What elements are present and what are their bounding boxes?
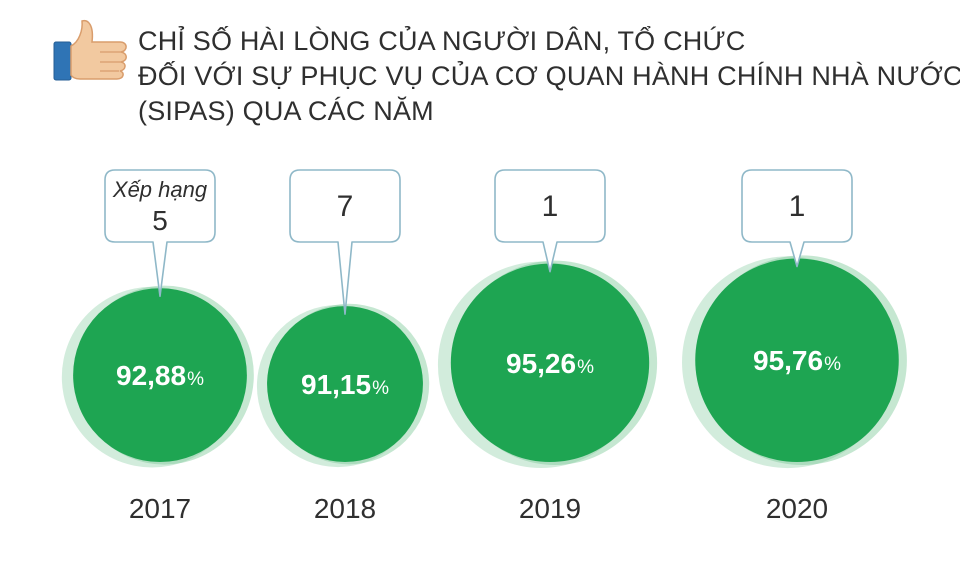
year-label: 2018 [314,493,376,524]
year-label: 2019 [519,493,581,524]
rank-value: 1 [542,190,559,223]
bubble-group-2018: 91,15% 2018 7 [256,169,430,524]
title-line-3: (SIPAS) QUA CÁC NĂM [138,96,434,126]
bubble-group-2020: 95,76% 2020 1 [682,169,907,524]
rank-value: 1 [789,190,806,223]
rank-callout [289,169,401,315]
rank-callout [494,169,606,273]
bubble-value-label: 95,26% [506,348,594,379]
rank-callout [104,169,216,298]
rank-callout [741,169,853,268]
bubble-value-label: 95,76% [753,345,841,376]
rank-caption: Xếp hạng [112,177,208,202]
bubble-2018 [267,306,423,462]
header: CHỈ SỐ HÀI LÒNG CỦA NGƯỜI DÂN, TỔ CHỨC Đ… [0,0,960,140]
thumbs-up-icon [53,19,127,81]
bubble-2017 [73,288,247,462]
bubble-2019 [450,263,650,462]
rank-value: 7 [337,190,354,223]
chart-title: CHỈ SỐ HÀI LÒNG CỦA NGƯỜI DÂN, TỔ CHỨC Đ… [138,24,960,129]
title-line-1: CHỈ SỐ HÀI LÒNG CỦA NGƯỜI DÂN, TỔ CHỨC [138,26,746,56]
title-line-2: ĐỐI VỚI SỰ PHỤC VỤ CỦA CƠ QUAN HÀNH CHÍN… [138,61,960,91]
bubble-value-label: 91,15% [301,369,389,400]
rank-value: 5 [152,205,168,236]
bubble-2020 [695,258,899,462]
year-label: 2017 [129,493,191,524]
bubble-value-label: 92,88% [116,360,204,391]
bubble-group-2019: 95,26% 2019 1 [437,169,658,524]
bubble-group-2017: 92,88% 2017 Xếp hạng 5 [61,169,254,524]
year-label: 2020 [766,493,828,524]
